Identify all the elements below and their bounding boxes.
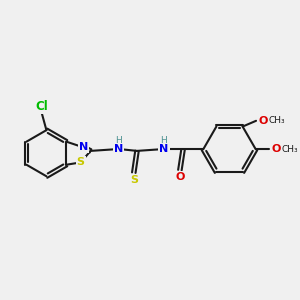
Text: CH₃: CH₃: [282, 145, 298, 154]
Text: CH₃: CH₃: [268, 116, 285, 125]
Text: N: N: [114, 144, 123, 154]
Text: O: O: [272, 144, 281, 154]
Text: H: H: [160, 136, 167, 145]
Text: N: N: [159, 144, 169, 154]
Text: O: O: [175, 172, 184, 182]
Text: S: S: [77, 158, 85, 167]
Text: S: S: [130, 175, 138, 185]
Text: H: H: [115, 136, 122, 145]
Text: Cl: Cl: [35, 100, 48, 112]
Text: O: O: [258, 116, 268, 126]
Text: N: N: [79, 142, 88, 152]
